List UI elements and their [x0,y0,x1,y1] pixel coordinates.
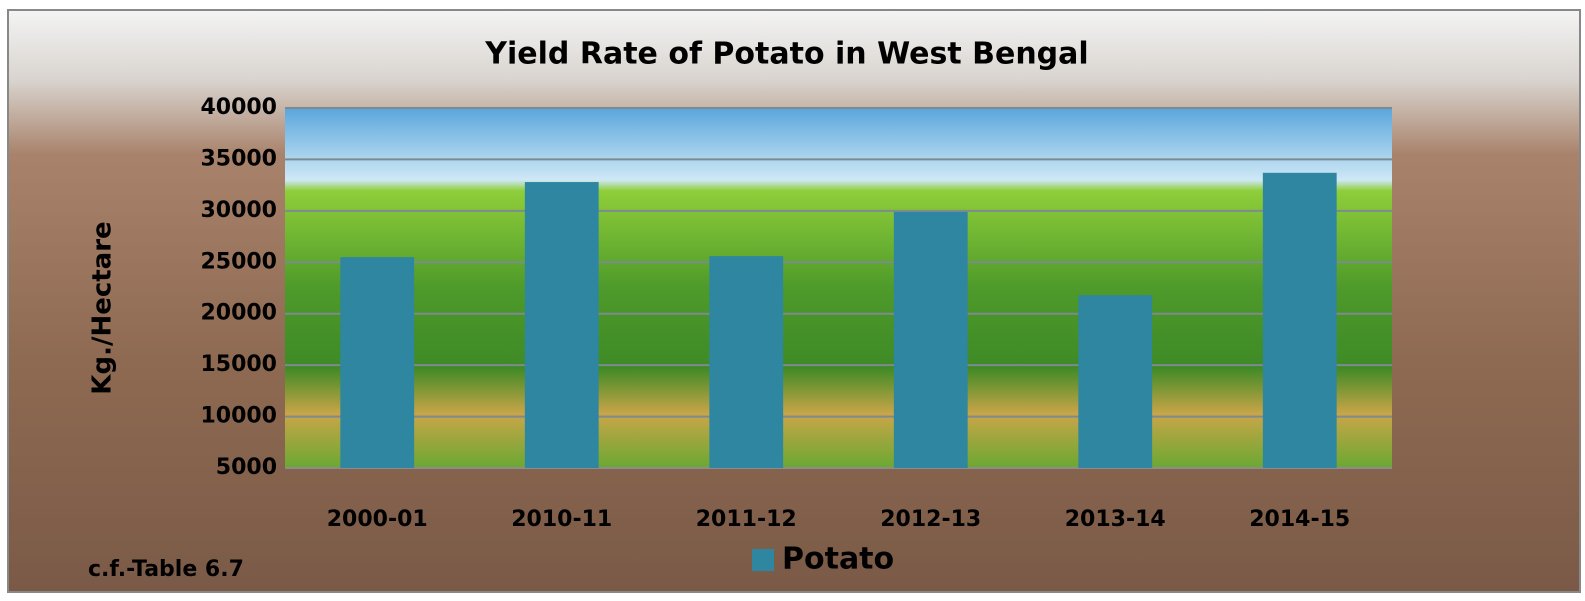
x-tick-label: 2011-12 [696,507,797,532]
y-tick-label: 25000 [200,249,277,274]
chart-title: Yield Rate of Potato in West Bengal [484,37,1088,72]
bar [1078,295,1153,468]
y-tick-label: 30000 [200,198,277,223]
y-tick-label: 35000 [200,146,277,171]
legend-label: Potato [782,542,894,577]
bar [1262,172,1337,469]
bar [893,211,968,468]
bar [709,256,784,468]
x-tick-label: 2013-14 [1065,507,1166,532]
x-tick-label: 2000-01 [327,507,428,532]
y-tick-label: 15000 [200,352,277,377]
annotation: c.f.-Table 6.7 [88,557,244,582]
x-tick-label: 2010-11 [511,507,612,532]
plot-area [285,108,1392,468]
x-tick-label: 2014-15 [1249,507,1350,532]
y-axis-label: Kg./Hectare [88,221,118,394]
y-tick-label: 40000 [200,95,277,120]
y-tick-label: 20000 [200,301,277,326]
y-tick-label: 5000 [216,455,277,480]
x-tick-label: 2012-13 [880,507,981,532]
bar [524,182,599,469]
y-tick-label: 10000 [200,404,277,429]
legend-swatch [752,549,774,571]
bar [340,257,415,468]
